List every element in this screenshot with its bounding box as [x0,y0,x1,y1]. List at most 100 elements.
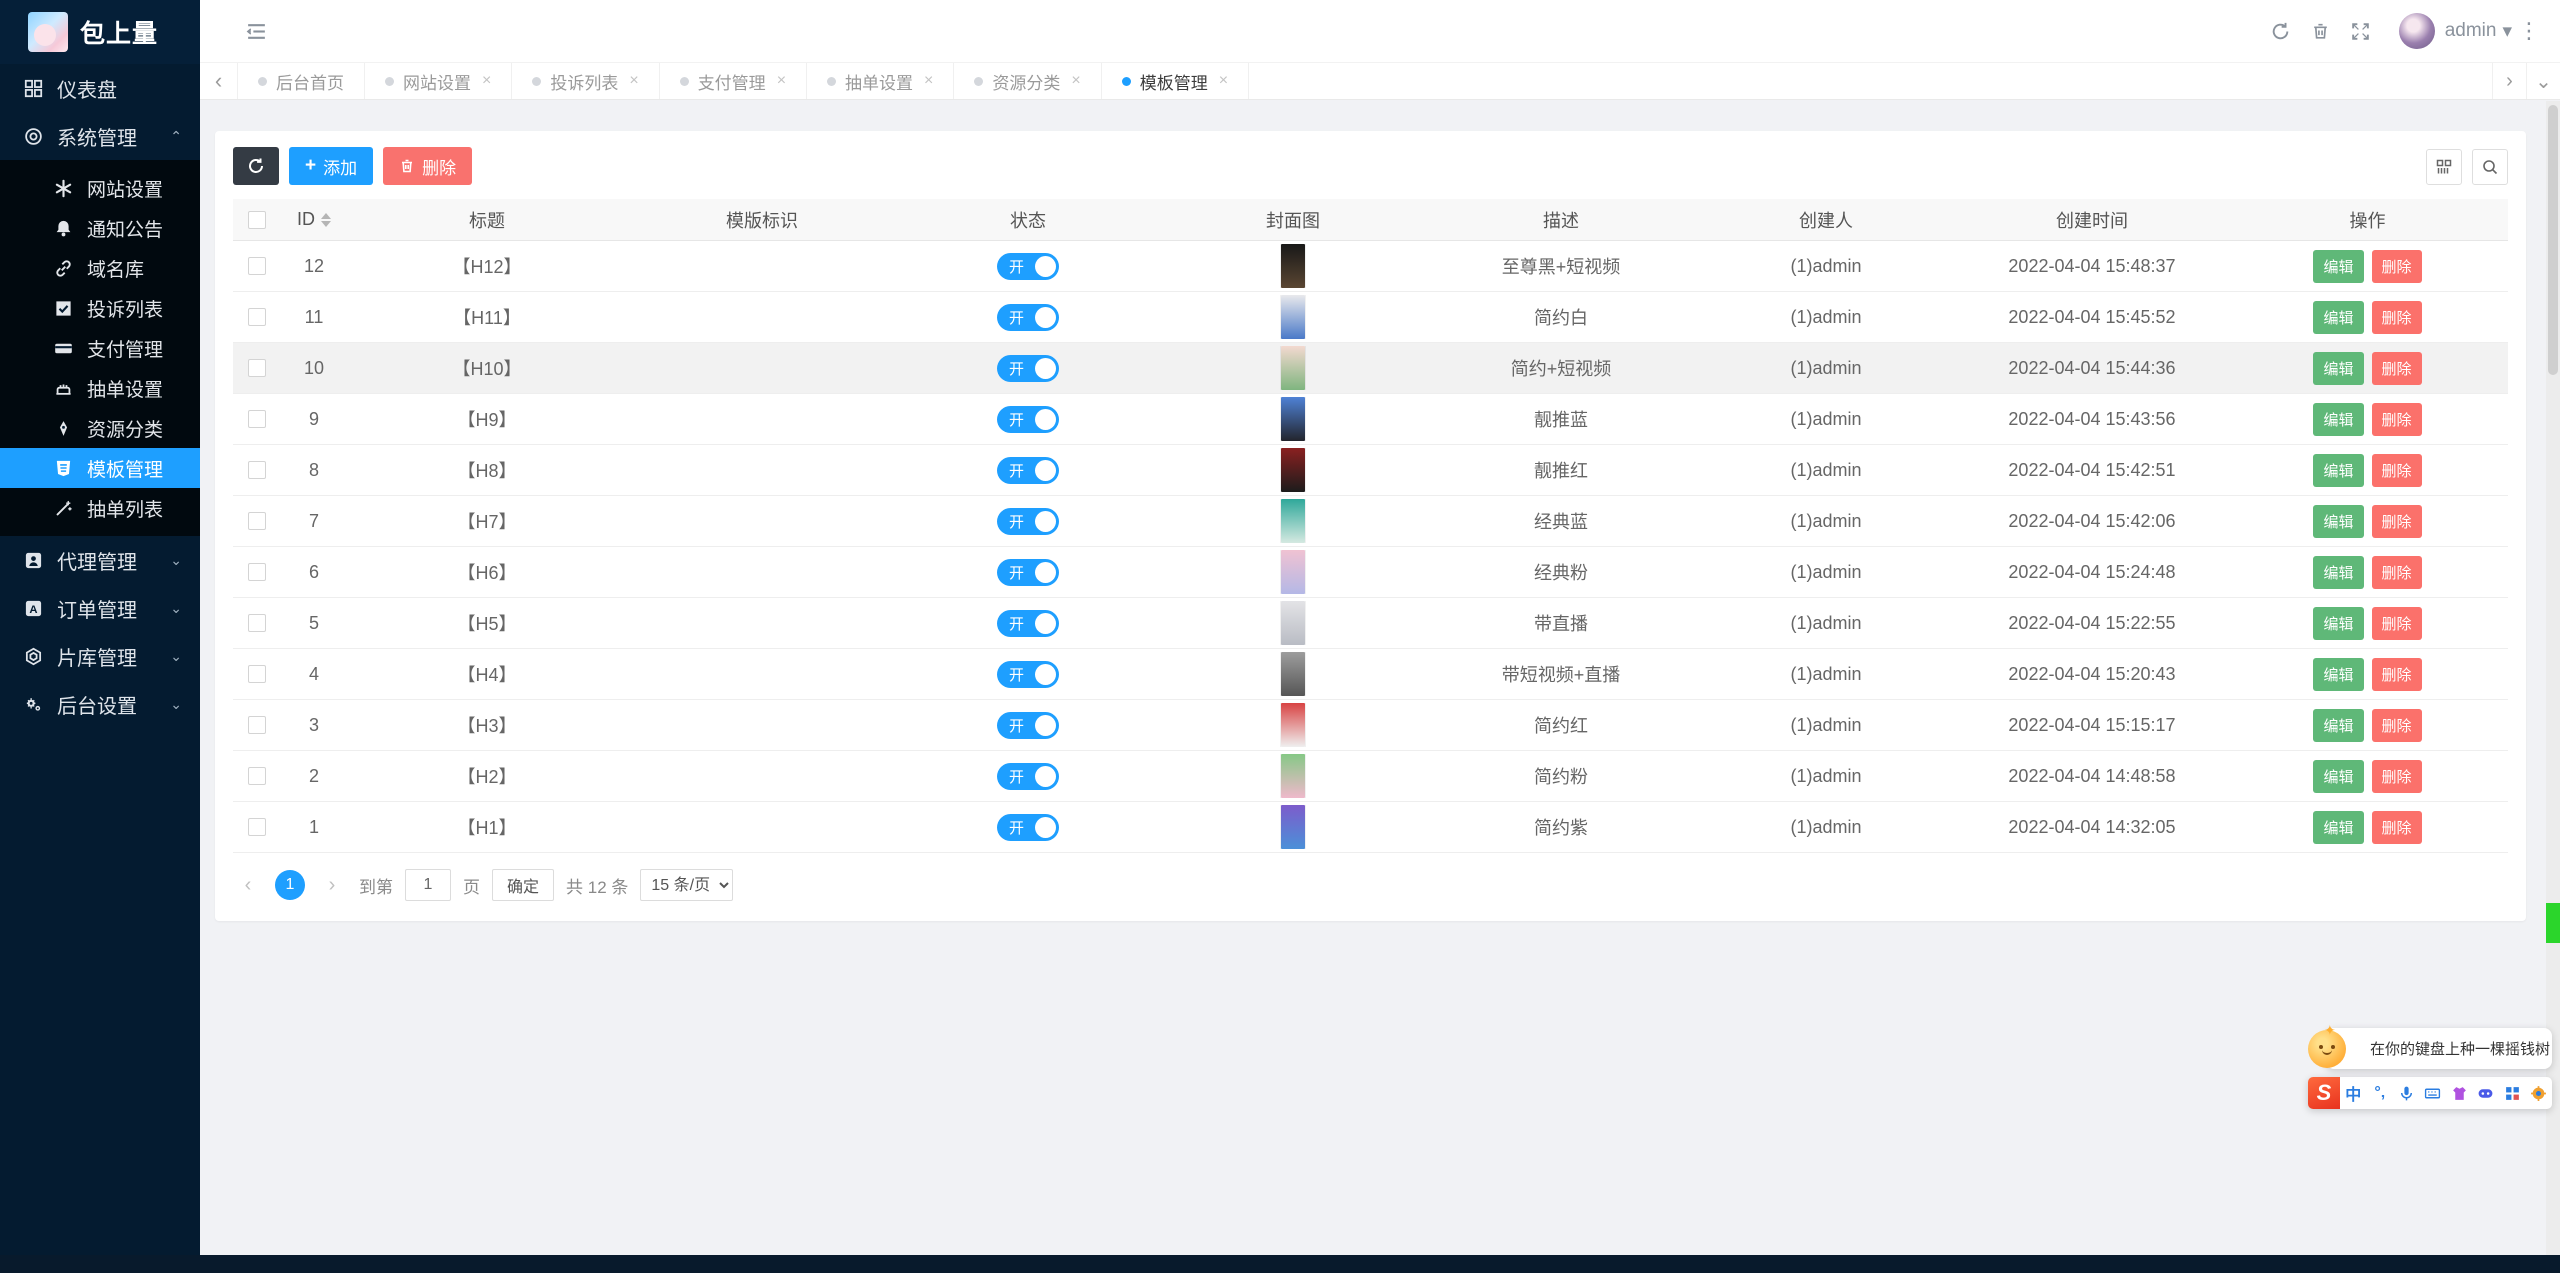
bulk-delete-button[interactable]: 删除 [383,147,473,185]
tab-close-icon[interactable]: × [924,72,934,89]
tab[interactable]: 网站设置 × [365,63,513,99]
sidebar-item-notice[interactable]: 通知公告 [0,208,200,248]
tab[interactable]: 抽单设置 × [807,63,955,99]
sogou-logo[interactable]: S [2308,1077,2340,1109]
cover-image[interactable] [1281,346,1305,390]
edit-button[interactable]: 编辑 [2313,351,2364,385]
edit-button[interactable]: 编辑 [2313,810,2364,844]
sidebar-item-system[interactable]: 系统管理 ⌃ [0,112,200,160]
cover-image[interactable] [1281,652,1305,696]
tab-close-icon[interactable]: × [776,72,787,89]
row-checkbox[interactable] [248,359,266,377]
sidebar-item-draw-list[interactable]: 抽单列表 [0,488,200,528]
status-toggle[interactable]: 开 [997,507,1059,535]
status-toggle[interactable]: 开 [997,303,1059,331]
page-number[interactable]: 1 [275,870,305,900]
cover-image[interactable] [1281,601,1305,645]
sidebar-item-agent[interactable]: 代理管理 ⌄ [0,536,200,584]
next-page-icon[interactable]: › [328,873,336,896]
delete-button[interactable]: 删除 [2371,555,2422,589]
tab[interactable]: 资源分类 × [954,63,1102,99]
delete-button[interactable]: 删除 [2371,351,2422,385]
edit-button[interactable]: 编辑 [2313,657,2364,691]
row-checkbox[interactable] [248,512,266,530]
cover-image[interactable] [1281,244,1305,288]
user-menu[interactable]: admin ▾ [2445,20,2512,43]
cover-image[interactable] [1281,754,1305,798]
edit-button[interactable]: 编辑 [2313,402,2364,436]
columns-filter-icon[interactable] [2426,149,2462,185]
punctuation-icon[interactable]: °‚ [2374,1084,2386,1101]
cover-image[interactable] [1281,703,1305,747]
edit-button[interactable]: 编辑 [2313,249,2364,283]
status-toggle[interactable]: 开 [997,813,1059,841]
edit-button[interactable]: 编辑 [2313,555,2364,589]
status-toggle[interactable]: 开 [997,762,1059,790]
delete-button[interactable]: 删除 [2371,504,2422,538]
prev-page-icon[interactable]: ‹ [244,873,252,896]
row-checkbox[interactable] [248,614,266,632]
status-toggle[interactable]: 开 [997,558,1059,586]
sidebar-item-template[interactable]: 模板管理 [0,448,200,488]
status-toggle[interactable]: 开 [997,354,1059,382]
more-menu-icon[interactable]: ⋮ [2518,18,2540,43]
delete-button[interactable]: 删除 [2371,759,2422,793]
delete-button[interactable]: 删除 [2371,453,2422,487]
vertical-scrollbar[interactable] [2546,101,2560,1255]
app-logo[interactable]: 包上量 [0,0,200,64]
toolbox-grid-icon[interactable] [2499,1077,2526,1109]
trash-icon[interactable] [2301,11,2341,51]
collapse-sidebar-icon[interactable] [236,11,276,51]
delete-button[interactable]: 删除 [2371,300,2422,334]
sidebar-item-domain[interactable]: 域名库 [0,248,200,288]
goto-page-input[interactable] [405,869,451,901]
settings-colorful-icon[interactable] [2526,1077,2553,1109]
tab[interactable]: 后台首页 [238,63,365,99]
mic-icon[interactable] [2393,1077,2420,1109]
row-checkbox[interactable] [248,767,266,785]
sidebar-item-backend[interactable]: 后台设置 ⌄ [0,680,200,728]
delete-button[interactable]: 删除 [2371,249,2422,283]
add-button[interactable]: + 添加 [289,147,374,185]
cover-image[interactable] [1281,397,1305,441]
sidebar-item-draw-settings[interactable]: 抽单设置 [0,368,200,408]
row-checkbox[interactable] [248,410,266,428]
edit-button[interactable]: 编辑 [2313,504,2364,538]
delete-button[interactable]: 删除 [2371,810,2422,844]
tab[interactable]: 模板管理 × [1102,63,1250,99]
row-checkbox[interactable] [248,665,266,683]
edit-button[interactable]: 编辑 [2313,300,2364,334]
row-checkbox[interactable] [248,461,266,479]
row-checkbox[interactable] [248,257,266,275]
keyboard-icon[interactable] [2420,1077,2447,1109]
status-toggle[interactable]: 开 [997,660,1059,688]
sidebar-item-complaint[interactable]: 投诉列表 [0,288,200,328]
cover-image[interactable] [1281,805,1305,849]
edit-button[interactable]: 编辑 [2313,453,2364,487]
sort-icon[interactable] [321,212,331,227]
delete-button[interactable]: 删除 [2371,402,2422,436]
edit-button[interactable]: 编辑 [2313,759,2364,793]
page-size-select[interactable]: 15 条/页 [640,869,734,901]
tab-close-icon[interactable]: × [482,72,492,89]
tabs-scroll-left-icon[interactable]: ‹ [200,63,238,99]
sidebar-item-dashboard[interactable]: 仪表盘 [0,64,200,112]
refresh-icon[interactable] [2261,11,2301,51]
refresh-table-button[interactable] [233,147,279,185]
sidebar-item-order[interactable]: A 订单管理 ⌄ [0,584,200,632]
tab-close-icon[interactable]: × [1218,72,1229,89]
row-checkbox[interactable] [248,818,266,836]
sidebar-item-library[interactable]: 片库管理 ⌄ [0,632,200,680]
edit-button[interactable]: 编辑 [2313,708,2364,742]
status-toggle[interactable]: 开 [997,405,1059,433]
game-icon[interactable] [2473,1077,2500,1109]
status-toggle[interactable]: 开 [997,252,1059,280]
user-avatar[interactable] [2398,13,2435,49]
search-icon[interactable] [2472,149,2508,185]
fullscreen-icon[interactable] [2341,11,2381,51]
row-checkbox[interactable] [248,563,266,581]
tab-close-icon[interactable]: × [1071,72,1081,89]
tab[interactable]: 支付管理 × [660,63,808,99]
cover-image[interactable] [1281,550,1305,594]
tabs-scroll-right-icon[interactable]: › [2492,63,2526,99]
